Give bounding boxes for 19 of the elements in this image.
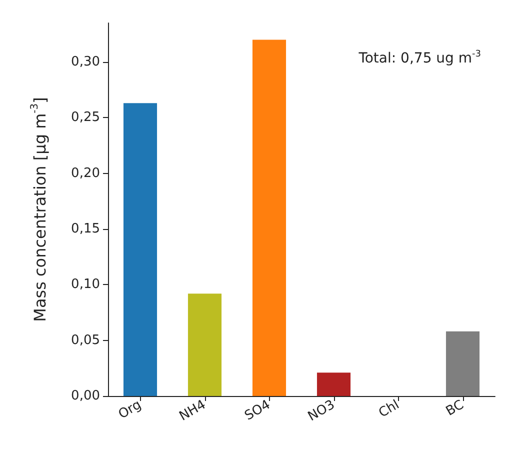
y-tick-label: 0,05: [71, 332, 100, 348]
x-tick-label: NH4: [176, 398, 208, 424]
y-tick-label: 0,20: [71, 166, 100, 181]
x-tick-label: BC: [444, 398, 466, 420]
x-tick-label: Org: [116, 398, 144, 422]
y-tick-label: 0,25: [71, 110, 100, 126]
y-tick-label: 0,00: [71, 388, 100, 404]
y-tick-label: 0,10: [71, 277, 100, 292]
bar: [123, 103, 158, 396]
bar: [446, 331, 480, 396]
x-tick-label: Chl: [376, 398, 402, 421]
bar: [252, 40, 286, 396]
y-tick-label: 0,15: [71, 221, 100, 236]
bar: [188, 294, 222, 396]
bar: [316, 372, 351, 396]
y-tick-label: 0,30: [71, 54, 100, 70]
y-axis-title: Mass concentration [μg m-3]: [30, 97, 50, 322]
x-tick-label: NO3: [306, 398, 338, 425]
x-tick-label: SO4: [242, 398, 273, 424]
